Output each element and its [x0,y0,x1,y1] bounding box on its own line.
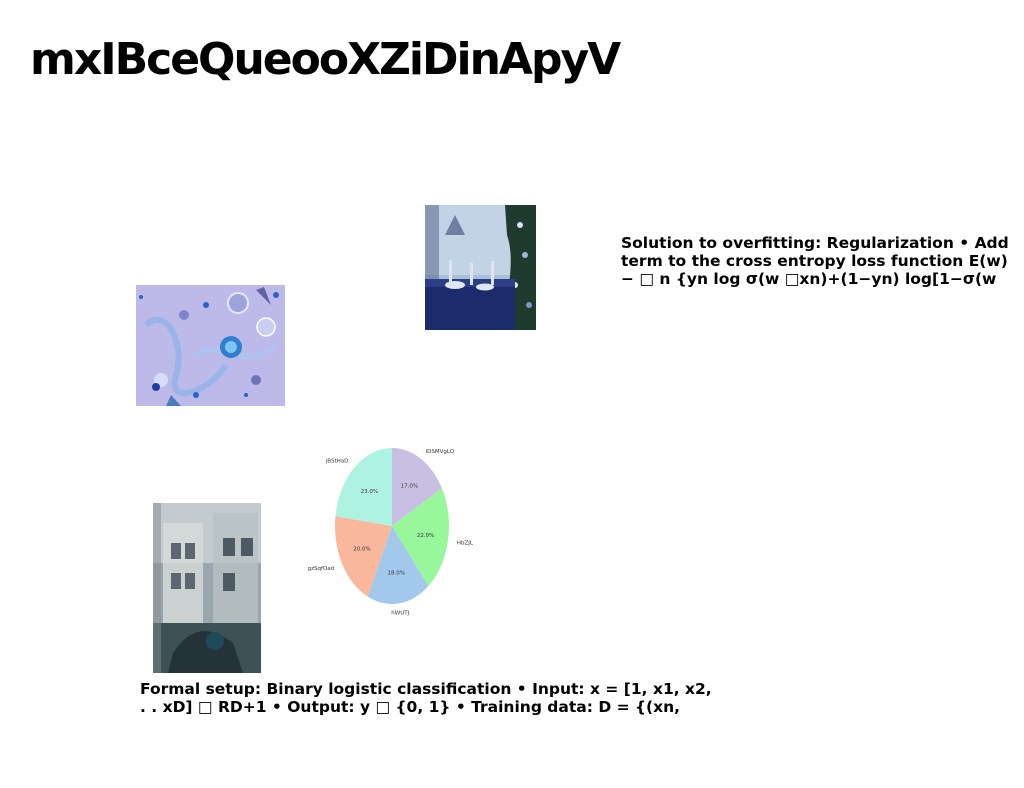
pie-slice-lDSMVgLQ [392,448,442,526]
pie-category-label: jBStHaD [325,459,349,465]
pie-value-label: 23.0% [361,489,378,495]
regularization-text-line: − □ n {yn log σ(w □xn)+(1−yn) log[1−σ(w [621,270,997,288]
street-photo [153,503,261,673]
pie-category-label: gzSqfOad [308,566,335,572]
regularization-text-line: Solution to overfitting: Regularization … [621,234,1009,252]
pie-category-label: hWUTJ [391,610,409,616]
regularization-text: Solution to overfitting: Regularization … [621,234,1024,288]
formal-setup-text-line: . . xD] □ RD+1 • Output: y □ {0, 1} • Tr… [140,698,681,716]
regularization-text-line: term to the cross entropy loss function … [621,252,1008,270]
pie-category-label: lDSMVgLQ [426,449,455,455]
pie-chart: lDSMVgLQ 17.0% HbZJL 22.0% hWUTJ 18.0% gzSqfOa… [305,440,485,620]
pie-slice-HbZJL [392,488,450,587]
table-setting-photo [425,205,536,330]
pie-value-label: 17.0% [401,484,418,490]
pie-category-label: HbZJL [457,540,474,546]
pie-value-label: 22.0% [417,533,434,539]
pie-value-label: 18.0% [388,570,405,576]
pie-slice-jBStHaD [335,448,392,526]
pie-value-label: 20.0% [353,547,370,553]
pie-slice-gzSqfOad [334,516,392,597]
pie-slice-hWUTJ [367,526,429,605]
formal-setup-text-line: Formal setup: Binary logistic classifica… [140,680,712,698]
formal-setup-text: Formal setup: Binary logistic classifica… [140,680,740,716]
ornaments-photo [136,285,285,406]
slide-title: mxIBceQueooXZiDinApyV [30,34,621,85]
pie-chart-svg: lDSMVgLQ 17.0% HbZJL 22.0% hWUTJ 18.0% gzSqfOa… [308,448,474,616]
